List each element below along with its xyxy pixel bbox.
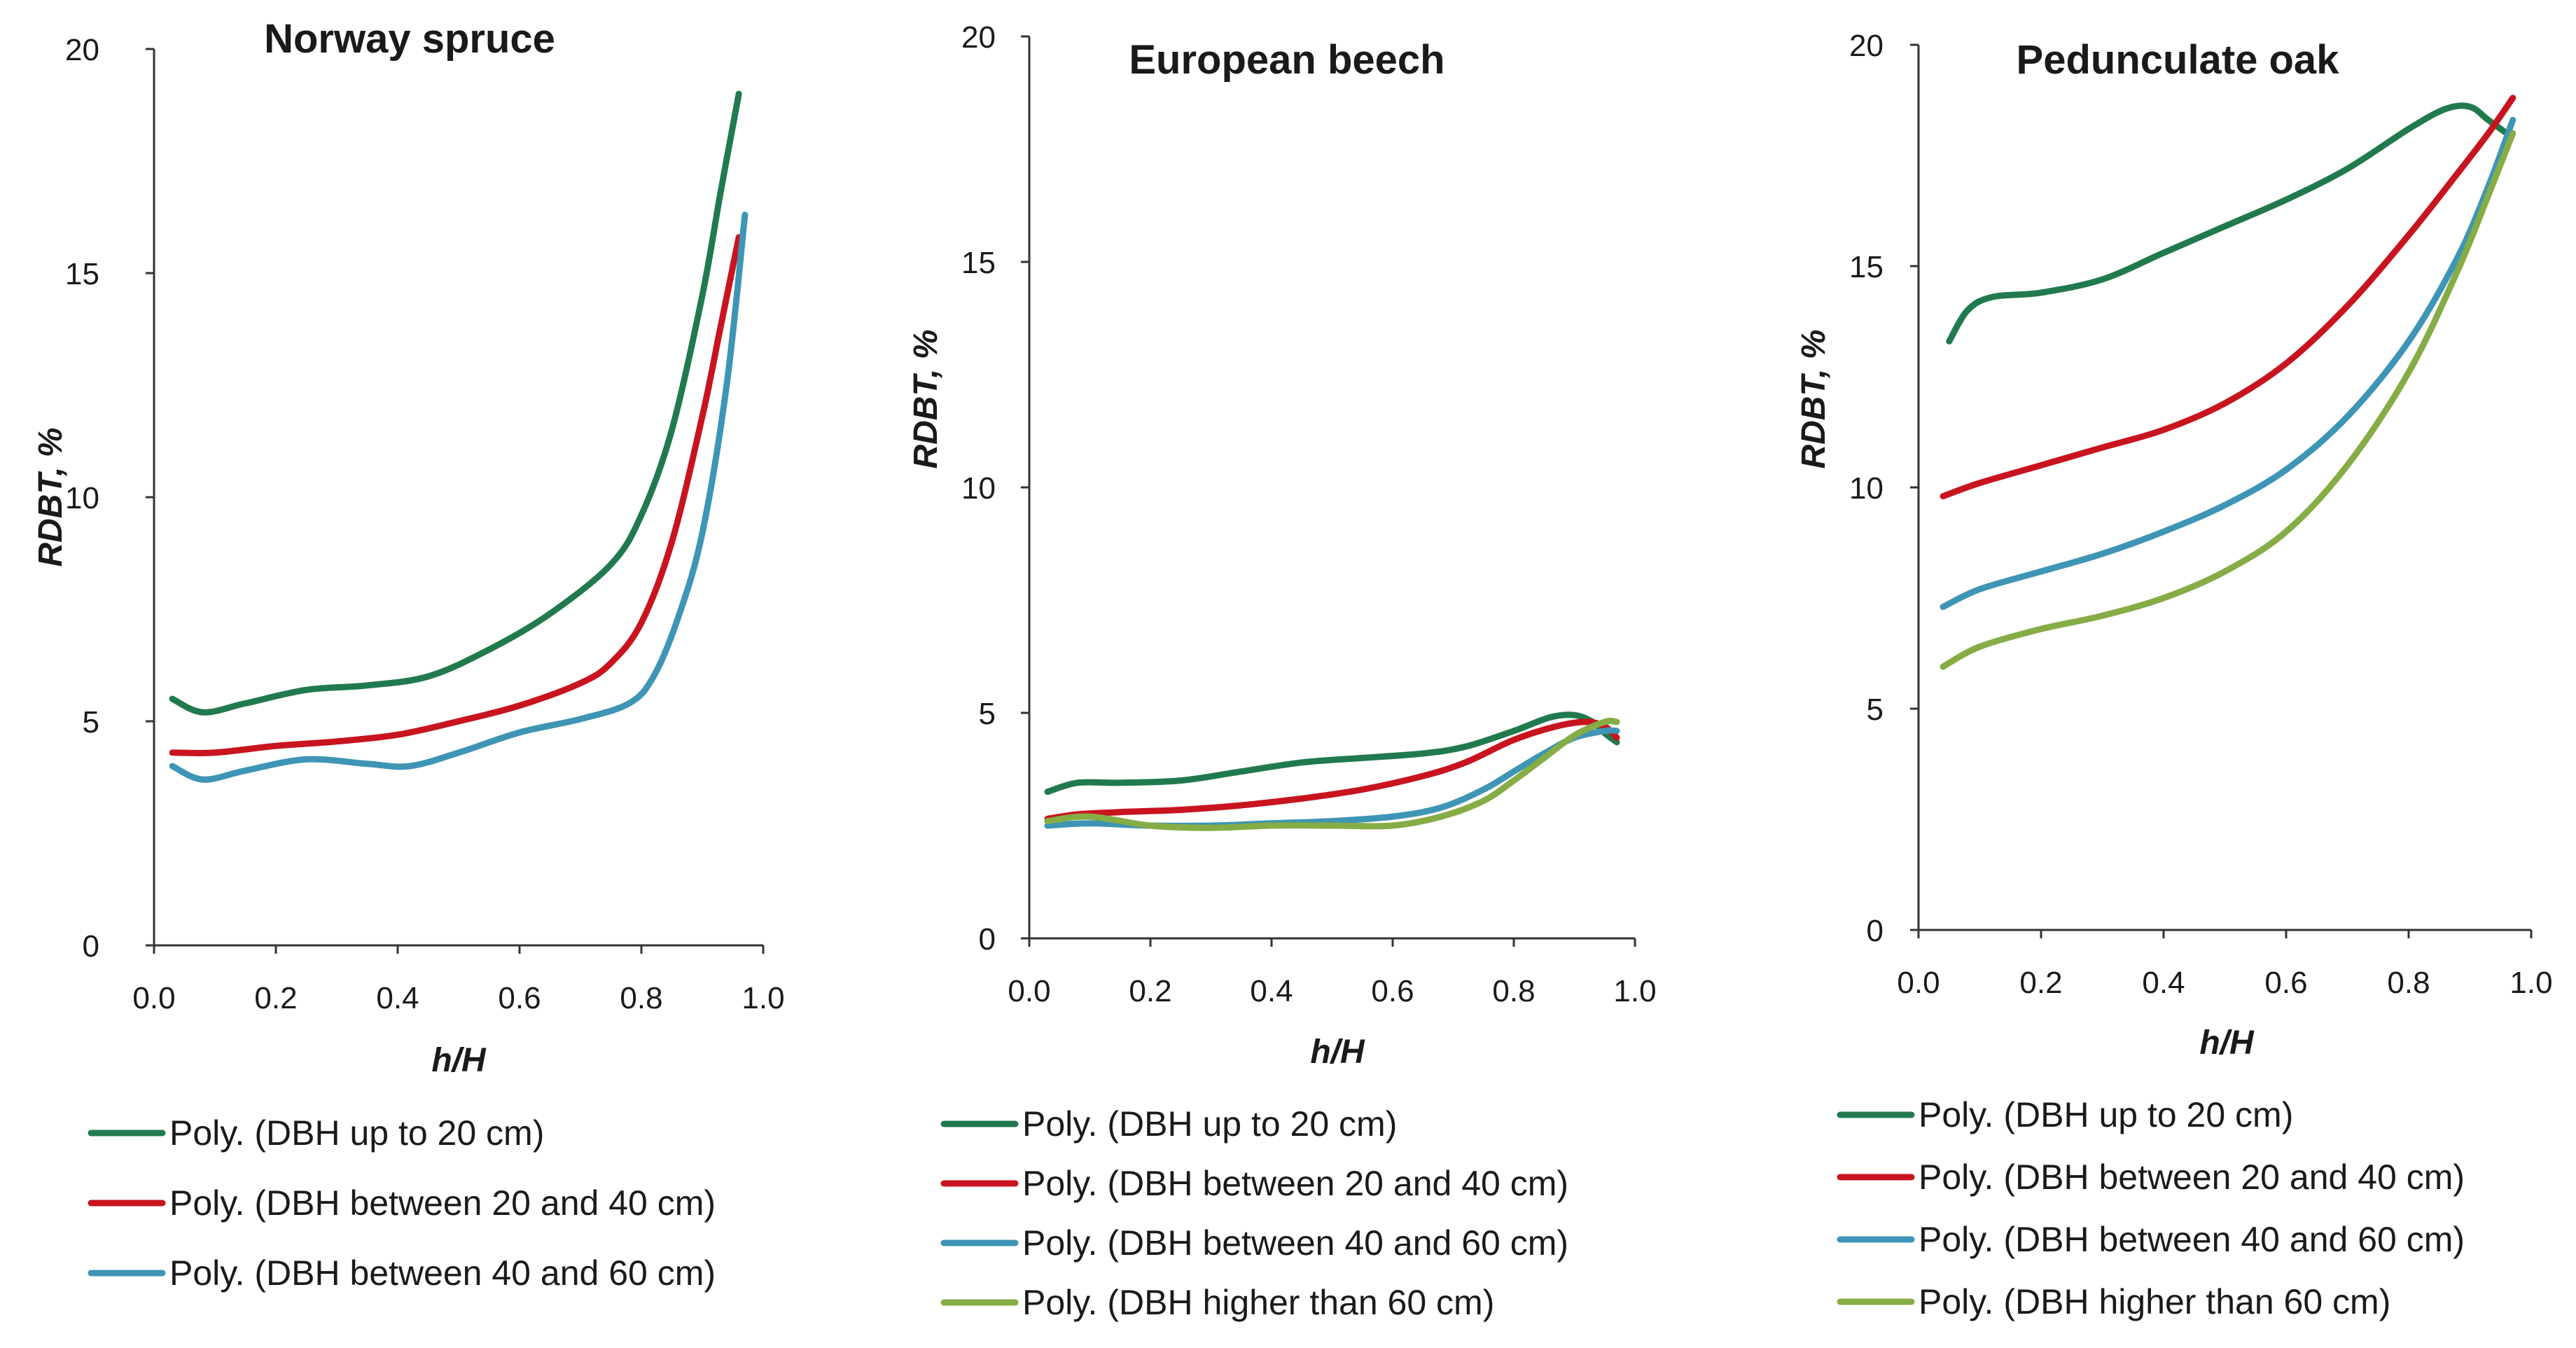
x-tick-label: 0.6	[1371, 974, 1414, 1008]
series-line-dbh-20-40	[169, 234, 742, 757]
series-line-dbh-up-to-20	[169, 90, 742, 716]
series-line-dbh-40-60	[169, 211, 749, 783]
legend: Poly. (DBH up to 20 cm) Poly. (DBH betwe…	[940, 1104, 1568, 1322]
panel-title: Norway spruce	[264, 16, 555, 62]
panel-title: European beech	[1129, 37, 1444, 83]
legend-label: Poly. (DBH up to 20 cm)	[1022, 1104, 1397, 1144]
x-axis-title: h/H	[2199, 1024, 2255, 1062]
series-line-dbh-up-to-20	[1044, 711, 1620, 795]
y-axis-title: RDBT, %	[907, 329, 945, 468]
series-line-dbh-40-60	[1940, 116, 2516, 611]
y-tick-label: 5	[1867, 693, 1884, 727]
series-line-dbh-20-40	[1044, 718, 1620, 822]
legend-label: Poly. (DBH between 40 and 60 cm)	[169, 1253, 716, 1293]
y-axis-title: RDBT, %	[32, 427, 69, 567]
x-tick-label: 0.6	[498, 981, 541, 1015]
y-tick-label: 0	[1867, 914, 1884, 948]
legend-label: Poly. (DBH between 20 and 40 cm)	[1919, 1158, 2465, 1197]
legend-label: Poly. (DBH up to 20 cm)	[1919, 1095, 2293, 1134]
x-tick-label: 0.8	[1492, 974, 1535, 1008]
y-tick-label: 15	[1849, 250, 1884, 284]
y-tick-label: 5	[83, 705, 99, 739]
plot-curves	[1044, 711, 1620, 831]
series-line-dbh-over-60	[1940, 130, 2516, 670]
series-line-dbh-over-60	[1044, 717, 1620, 831]
y-tick-label: 5	[979, 697, 996, 731]
y-tick-label: 10	[65, 481, 99, 515]
series-line-dbh-20-40	[1940, 95, 2516, 500]
x-tick-label: 0.4	[2142, 966, 2185, 1000]
x-tick-label: 0.8	[620, 981, 662, 1015]
x-axis-title: h/H	[431, 1042, 487, 1079]
legend-label: Poly. (DBH between 20 and 40 cm)	[169, 1183, 716, 1223]
legend-label: Poly. (DBH higher than 60 cm)	[1022, 1283, 1494, 1322]
panel-norway-spruce: Norway spruce 0 5 10 15 20 0.0 0.2 0.4 0…	[32, 16, 785, 1293]
plot-curves	[169, 90, 749, 783]
x-tick-label: 0.0	[1008, 974, 1050, 1008]
plot-axes	[146, 48, 765, 954]
legend-label: Poly. (DBH up to 20 cm)	[169, 1113, 544, 1153]
legend-label: Poly. (DBH between 40 and 60 cm)	[1919, 1220, 2465, 1259]
x-tick-label: 1.0	[1613, 974, 1656, 1008]
x-tick-label: 0.2	[254, 981, 297, 1015]
y-tick-label: 15	[961, 246, 996, 280]
y-tick-label: 0	[979, 922, 996, 957]
y-tick-label: 20	[1849, 29, 1884, 63]
x-tick-label: 0.8	[2387, 966, 2430, 1000]
x-tick-label: 1.0	[742, 981, 784, 1015]
panel-european-beech: European beech 0 5 10 15 20 0.0 0.2 0.4 …	[907, 20, 1657, 1322]
y-tick-label: 10	[1849, 471, 1884, 506]
x-tick-label: 0.6	[2264, 966, 2307, 1000]
legend: Poly. (DBH up to 20 cm) Poly. (DBH betwe…	[1837, 1095, 2465, 1321]
legend-label: Poly. (DBH higher than 60 cm)	[1919, 1282, 2390, 1321]
plot-axes	[1910, 43, 2533, 938]
x-tick-label: 1.0	[2509, 966, 2552, 1000]
y-tick-label: 15	[65, 257, 99, 291]
legend-label: Poly. (DBH between 40 and 60 cm)	[1022, 1223, 1568, 1263]
y-tick-label: 0	[83, 929, 99, 964]
x-axis-title: h/H	[1310, 1034, 1365, 1071]
panel-title: Pedunculate oak	[2017, 37, 2340, 83]
y-tick-label: 10	[961, 471, 996, 506]
legend: Poly. (DBH up to 20 cm) Poly. (DBH betwe…	[88, 1113, 716, 1293]
y-axis-title: RDBT, %	[1795, 329, 1832, 468]
x-tick-label: 0.2	[2019, 966, 2062, 1000]
x-tick-label: 0.0	[132, 981, 175, 1015]
panel-pedunculate-oak: Pedunculate oak 0 5 10 15 20 0.0 0.2 0.4…	[1795, 29, 2553, 1321]
x-tick-label: 0.0	[1897, 966, 1940, 1000]
y-tick-label: 20	[65, 33, 99, 67]
x-tick-label: 0.4	[1250, 974, 1293, 1008]
series-line-dbh-up-to-20	[1946, 102, 2510, 345]
x-tick-label: 0.4	[376, 981, 419, 1015]
plot-axes	[1021, 35, 1636, 947]
x-tick-label: 0.2	[1129, 974, 1171, 1008]
y-tick-label: 20	[961, 20, 996, 55]
legend-label: Poly. (DBH between 20 and 40 cm)	[1022, 1164, 1568, 1203]
plot-curves	[1940, 95, 2516, 670]
